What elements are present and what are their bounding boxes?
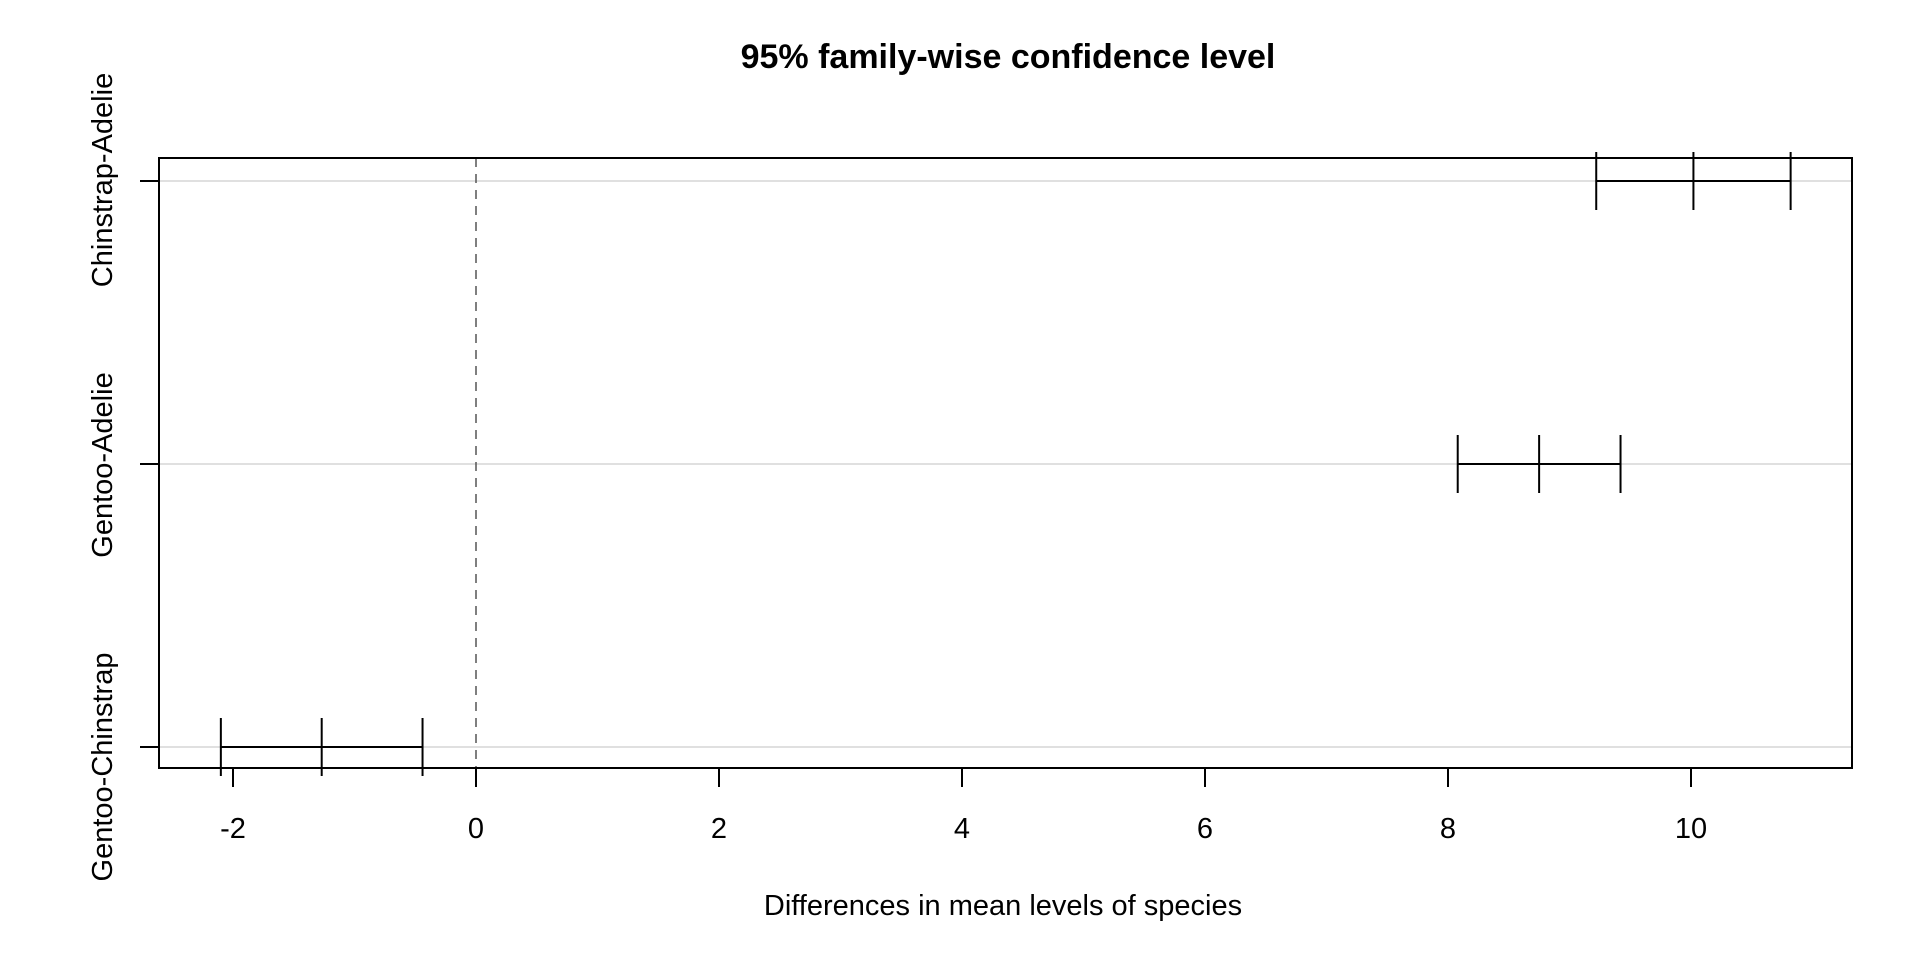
x-axis: -2 0 2 4 6 8 10: [220, 767, 1707, 845]
x-tick-label: 8: [1440, 813, 1456, 845]
y-tick-label: Chinstrap-Adelie: [87, 73, 119, 287]
x-tick-label: -2: [220, 813, 246, 845]
x-tick-label: 2: [711, 813, 727, 845]
interval-gentoo-adelie: [1456, 435, 1622, 493]
x-tick-label: 0: [468, 813, 484, 845]
y-tick-label: Gentoo-Adelie: [87, 372, 119, 557]
x-axis-label: Differences in mean levels of species: [764, 890, 1242, 922]
interval-layer: [219, 152, 1792, 776]
interval-chinstrap-adelie: [1595, 152, 1792, 210]
x-tick-label: 6: [1197, 813, 1213, 845]
x-tick-label: 4: [954, 813, 970, 845]
chart-title: 95% family-wise confidence level: [741, 38, 1276, 76]
y-tick-label: Gentoo-Chinstrap: [87, 653, 119, 882]
x-tick-label: 10: [1675, 813, 1707, 845]
y-axis: Chinstrap-Adelie Gentoo-Adelie Gentoo-Chin…: [87, 73, 159, 882]
interval-gentoo-chinstrap: [219, 718, 424, 776]
